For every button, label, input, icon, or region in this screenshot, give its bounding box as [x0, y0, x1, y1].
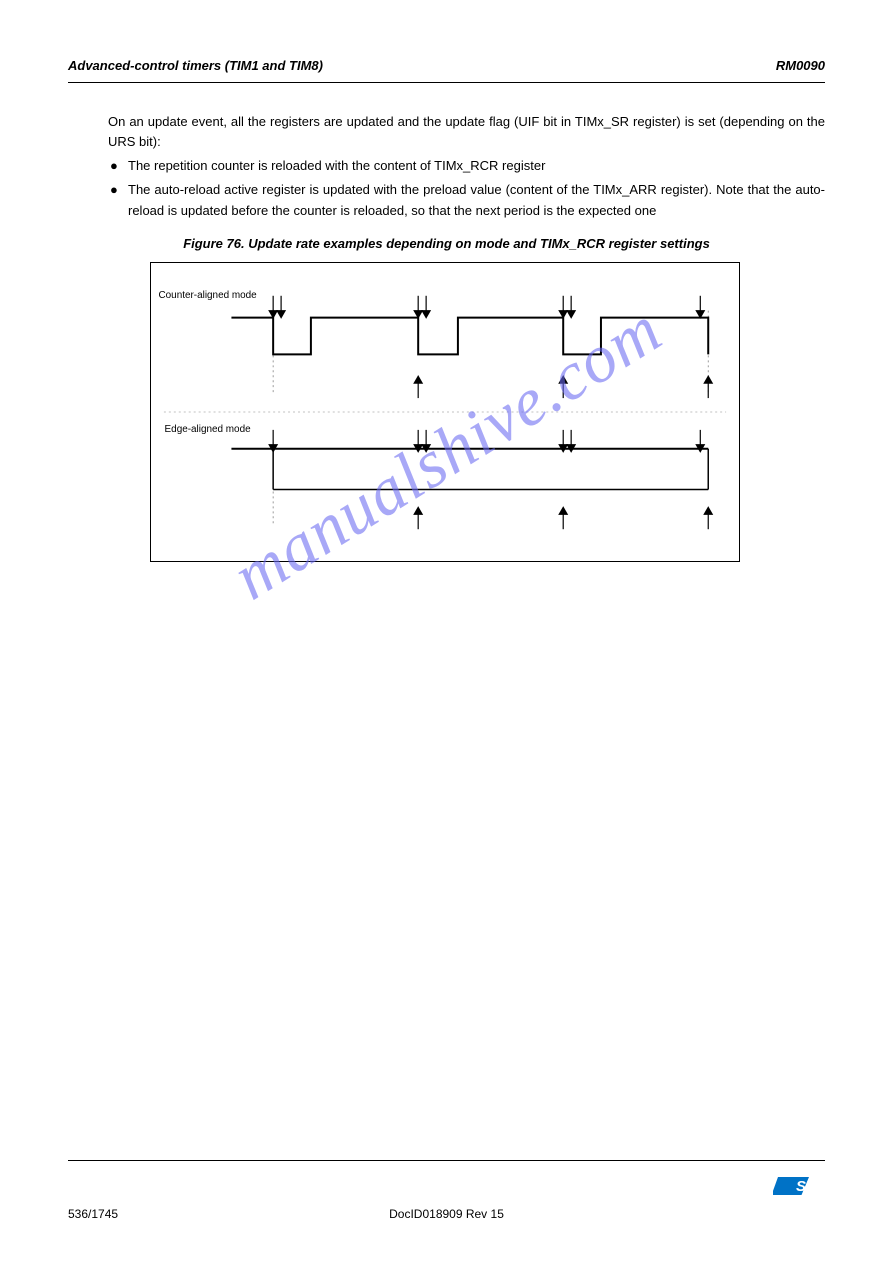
mode-label-bottom: Edge-aligned mode [165, 424, 252, 435]
header-rule [68, 82, 825, 83]
timing-diagram-svg: Counter-aligned mode Edge-aligned mode [151, 263, 739, 561]
top-down-arrows [269, 296, 704, 318]
body-paragraph: On an update event, all the registers ar… [108, 112, 825, 152]
svg-text:ST: ST [796, 1178, 817, 1195]
mode-label-top: Counter-aligned mode [158, 290, 257, 301]
body-text: On an update event, all the registers ar… [108, 112, 825, 221]
st-logo-icon: ST [773, 1171, 825, 1201]
top-up-arrows [414, 376, 712, 398]
header-section-title: Advanced-control timers (TIM1 and TIM8) [68, 58, 323, 73]
footer-page-number: 536/1745 [68, 1207, 118, 1221]
bottom-waveform [231, 442, 708, 526]
figure-box: Counter-aligned mode Edge-aligned mode [150, 262, 740, 562]
body-bullet: ●The repetition counter is reloaded with… [128, 156, 825, 176]
body-bullet: ●The auto-reload active register is upda… [128, 180, 825, 220]
footer-doc-id: DocID018909 Rev 15 [0, 1207, 893, 1221]
footer-rule [68, 1160, 825, 1161]
top-waveform [231, 311, 708, 392]
header-doc-ref: RM0090 [776, 58, 825, 73]
figure-caption: Figure 76. Update rate examples dependin… [0, 236, 893, 251]
bottom-up-arrows [414, 507, 712, 529]
